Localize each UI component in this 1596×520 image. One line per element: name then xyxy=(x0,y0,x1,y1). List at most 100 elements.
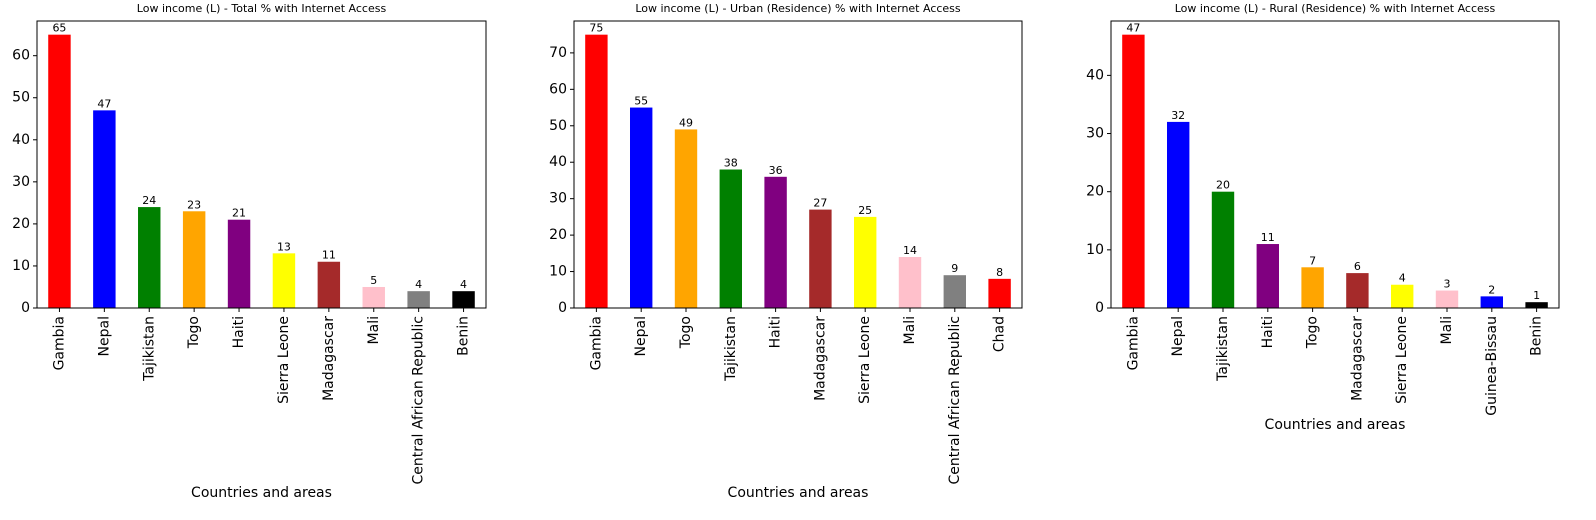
bar xyxy=(630,107,653,308)
bar-value-label: 3 xyxy=(1444,278,1451,291)
bar xyxy=(1301,267,1324,308)
bar xyxy=(407,291,430,308)
x-tick-label: Haiti xyxy=(231,316,247,348)
y-tick-label: 50 xyxy=(12,90,30,106)
x-tick-label: Tajikistan xyxy=(141,316,157,382)
bar xyxy=(1480,296,1503,308)
y-tick-label: 40 xyxy=(1086,67,1104,83)
chart-total: Low income (L) - Total % with Internet A… xyxy=(12,2,487,501)
bar-value-label: 20 xyxy=(1216,179,1230,192)
x-tick-label: Central African Republic xyxy=(947,316,963,485)
bar xyxy=(764,176,787,308)
bar-value-label: 4 xyxy=(460,278,467,291)
x-tick-label: Mali xyxy=(902,316,918,344)
bar xyxy=(182,211,206,308)
bar xyxy=(1256,244,1279,308)
bar xyxy=(1525,302,1548,308)
x-axis-label: Countries and areas xyxy=(191,485,332,501)
bar xyxy=(1211,191,1235,308)
x-tick-label: Benin xyxy=(1529,316,1545,356)
bar xyxy=(1391,284,1414,308)
bar-value-label: 25 xyxy=(858,204,872,217)
x-tick-label: Guinea-Bissau xyxy=(1484,316,1500,416)
x-tick-label: Benin xyxy=(456,316,472,356)
x-tick-label: Tajikistan xyxy=(1215,316,1231,382)
chart-title: Low income (L) - Rural (Residence) % wit… xyxy=(1175,2,1496,15)
bar-value-label: 11 xyxy=(1261,231,1275,244)
bar-value-label: 23 xyxy=(187,198,201,211)
bar-value-label: 5 xyxy=(370,274,377,287)
y-tick-label: 70 xyxy=(549,45,567,61)
x-tick-label: Gambia xyxy=(588,316,604,370)
x-tick-label: Haiti xyxy=(1260,316,1276,348)
bar xyxy=(48,34,71,309)
chart-rural: Low income (L) - Rural (Residence) % wit… xyxy=(1086,2,1560,433)
plot-frame xyxy=(573,20,1023,309)
y-tick-label: 20 xyxy=(549,227,567,243)
bar xyxy=(719,169,742,308)
y-tick-label: 20 xyxy=(12,216,30,232)
x-tick-label: Chad xyxy=(992,316,1008,352)
bar-value-label: 4 xyxy=(415,278,422,291)
bar xyxy=(227,219,251,308)
x-tick-label: Sierra Leone xyxy=(857,316,873,404)
bar xyxy=(93,110,116,308)
bar-value-label: 13 xyxy=(277,240,291,253)
bar xyxy=(1346,273,1369,308)
x-tick-label: Sierra Leone xyxy=(276,316,292,404)
x-tick-label: Sierra Leone xyxy=(1394,316,1410,404)
chart-title: Low income (L) - Total % with Internet A… xyxy=(137,2,387,15)
y-tick-label: 20 xyxy=(1086,184,1104,200)
x-tick-label: Nepal xyxy=(633,316,649,356)
bar-value-label: 11 xyxy=(322,249,336,262)
bar-value-label: 21 xyxy=(232,207,246,220)
x-tick-label: Central African Republic xyxy=(411,316,427,485)
bar xyxy=(272,253,296,308)
bar-value-label: 6 xyxy=(1354,260,1361,273)
bar xyxy=(943,275,966,308)
bar xyxy=(809,209,832,308)
x-axis-label: Countries and areas xyxy=(728,485,869,501)
y-tick-label: 60 xyxy=(549,81,567,97)
plot-frame xyxy=(36,20,487,309)
bar-value-label: 36 xyxy=(769,164,783,177)
x-tick-label: Togo xyxy=(1305,316,1321,349)
x-tick-label: Haiti xyxy=(768,316,784,348)
bar xyxy=(1167,121,1190,308)
x-tick-label: Mali xyxy=(366,316,382,344)
bar-value-label: 75 xyxy=(589,22,603,35)
y-tick-label: 30 xyxy=(12,174,30,190)
y-tick-label: 30 xyxy=(1086,126,1104,142)
bar-value-label: 65 xyxy=(52,22,66,35)
bar-value-label: 47 xyxy=(97,97,111,110)
x-tick-label: Togo xyxy=(678,316,694,349)
y-tick-label: 0 xyxy=(1095,300,1104,316)
bar-value-label: 55 xyxy=(634,95,648,108)
bar-value-label: 4 xyxy=(1399,272,1406,285)
chart-urban: Low income (L) - Urban (Residence) % wit… xyxy=(549,2,1023,501)
bar-value-label: 2 xyxy=(1488,283,1495,296)
y-tick-label: 10 xyxy=(1086,242,1104,258)
bar xyxy=(674,129,698,308)
bar-value-label: 9 xyxy=(951,262,958,275)
y-tick-label: 50 xyxy=(549,118,567,134)
bar-value-label: 27 xyxy=(813,197,827,210)
y-tick-label: 10 xyxy=(12,258,30,274)
bar xyxy=(1122,34,1145,309)
bar-value-label: 24 xyxy=(142,194,156,207)
bar-value-label: 14 xyxy=(903,244,917,257)
x-tick-label: Togo xyxy=(186,316,202,349)
bar-value-label: 32 xyxy=(1171,109,1185,122)
y-tick-label: 60 xyxy=(12,48,30,64)
x-tick-label: Madagascar xyxy=(812,316,828,401)
plot-frame xyxy=(1110,20,1560,309)
bar xyxy=(898,256,922,308)
x-tick-label: Madagascar xyxy=(1349,316,1365,401)
bar-value-label: 47 xyxy=(1126,22,1140,35)
x-tick-label: Tajikistan xyxy=(723,316,739,382)
y-tick-label: 30 xyxy=(549,191,567,207)
bar-value-label: 7 xyxy=(1309,254,1316,267)
bar-value-label: 1 xyxy=(1533,289,1540,302)
